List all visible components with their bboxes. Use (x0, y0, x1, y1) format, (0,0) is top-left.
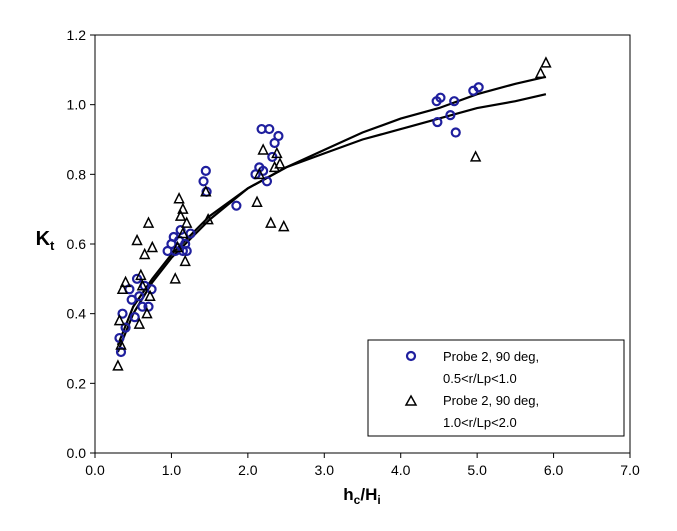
legend-label-series-1-line-2: 0.5<r/Lp<1.0 (443, 371, 517, 386)
x-tick-label: 6.0 (544, 462, 564, 478)
x-tick-label: 2.0 (238, 462, 258, 478)
data-point-series-1 (137, 301, 148, 312)
y-tick-label: 0.0 (67, 445, 87, 461)
data-point-series-2 (144, 289, 156, 301)
data-point-series-2 (278, 219, 290, 232)
y-tick-label: 0.6 (67, 236, 87, 252)
data-point-series-2 (274, 157, 286, 169)
y-tick-label: 0.2 (67, 375, 87, 391)
data-point-series-1 (115, 346, 127, 358)
data-point-series-2 (136, 279, 149, 291)
data-point-series-1 (198, 176, 209, 187)
data-point-series-2 (119, 275, 132, 288)
data-point-series-2 (141, 306, 153, 319)
data-point-series-1 (134, 291, 145, 302)
y-tick-label: 1.0 (67, 97, 87, 113)
x-axis-title: hc/Hi (343, 485, 380, 507)
data-point-series-1 (261, 176, 273, 187)
data-point-series-2 (113, 313, 126, 326)
y-tick-label: 0.8 (67, 166, 87, 182)
data-point-series-2 (112, 359, 124, 371)
data-point-series-2 (181, 216, 193, 228)
x-tick-label: 0.0 (85, 462, 105, 478)
y-tick-label: 0.4 (67, 306, 87, 322)
data-point-series-2 (173, 192, 185, 204)
y-tick-label: 1.2 (67, 27, 87, 43)
x-tick-label: 3.0 (315, 462, 335, 478)
x-tick-label: 5.0 (467, 462, 487, 478)
data-point-series-1 (449, 96, 460, 107)
legend: Probe 2, 90 deg, 0.5<r/Lp<1.0 Probe 2, 9… (367, 339, 625, 437)
data-point-series-2 (115, 338, 127, 350)
data-point-series-2 (253, 167, 266, 180)
data-point-series-1 (181, 245, 192, 257)
trend-layer (116, 75, 547, 353)
data-point-series-2 (534, 66, 547, 79)
tick-layer: 0.0 1.0 2.0 3.0 4.0 5.0 6.0 7.0 0.0 0.2 0.4 0.6 0.8 1… (67, 27, 640, 478)
data-point-series-2 (179, 254, 191, 267)
data-point-series-2 (138, 247, 151, 260)
data-point-series-2 (133, 317, 146, 329)
data-point-series-1 (200, 165, 211, 176)
data-point-series-1 (473, 82, 484, 93)
data-point-series-1 (129, 312, 140, 323)
legend-marker-series-1 (405, 350, 417, 362)
data-point-series-2 (116, 282, 129, 295)
data-point-series-2 (200, 185, 212, 197)
data-point-series-2 (268, 160, 281, 173)
data-point-series-2 (174, 209, 187, 221)
x-tick-label: 1.0 (162, 462, 182, 478)
data-point-series-1 (445, 110, 456, 121)
data-point-series-2 (135, 268, 147, 281)
data-point-series-2 (131, 233, 143, 246)
data-point-series-2 (257, 143, 269, 155)
data-point-series-1 (185, 228, 196, 239)
points-layer (112, 56, 552, 371)
data-point-series-1 (273, 130, 284, 142)
data-point-series-2 (171, 240, 184, 253)
trend-line-2 (116, 93, 547, 346)
legend-label-series-2-line-2: 1.0<r/Lp<2.0 (443, 415, 517, 430)
legend-label-series-2-line-1: Probe 2, 90 deg, (443, 393, 539, 408)
data-point-series-1 (435, 92, 446, 103)
data-point-series-2 (177, 226, 189, 239)
data-point-series-2 (540, 56, 552, 68)
y-axis-title: Kt (36, 228, 55, 253)
data-point-series-1 (264, 123, 275, 135)
data-point-series-1 (231, 200, 242, 211)
data-point-series-2 (251, 195, 263, 207)
legend-box (367, 339, 625, 437)
data-point-series-1 (117, 308, 128, 319)
data-point-series-2 (265, 216, 277, 228)
x-tick-label: 4.0 (391, 462, 411, 478)
data-point-series-2 (169, 272, 181, 284)
data-point-series-1 (120, 322, 131, 333)
data-point-series-2 (469, 150, 482, 162)
data-point-series-2 (146, 240, 159, 253)
data-point-series-1 (450, 127, 461, 138)
legend-marker-series-2 (404, 394, 418, 406)
legend-label-series-1-line-1: Probe 2, 90 deg, (443, 349, 539, 364)
x-tick-label: 7.0 (620, 462, 640, 478)
trend-line-1 (116, 75, 547, 353)
data-point-series-2 (271, 146, 283, 159)
data-point-series-2 (202, 212, 214, 225)
data-point-series-1 (432, 116, 443, 128)
data-point-series-2 (142, 216, 155, 228)
data-point-series-2 (177, 202, 189, 214)
